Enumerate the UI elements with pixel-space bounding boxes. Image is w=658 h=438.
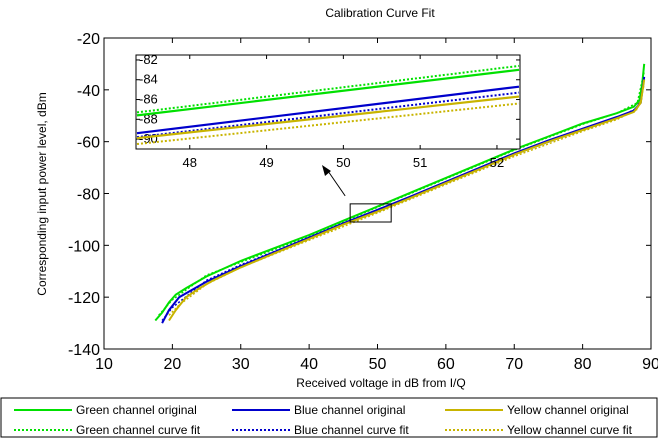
x-tick-label: 70 (505, 356, 523, 373)
legend-label: Yellow channel original (507, 403, 629, 417)
x-tick-label: 40 (300, 356, 318, 373)
y-tick-label: -20 (77, 31, 100, 48)
inset-y-tick-label: -86 (139, 92, 158, 107)
y-tick-label: -140 (68, 342, 100, 359)
inset-series-line (136, 85, 520, 135)
y-tick-label: -100 (68, 238, 100, 255)
x-tick-label: 20 (163, 356, 181, 373)
x-tick-label: 60 (437, 356, 455, 373)
x-tick-label: 10 (95, 356, 113, 373)
inset-x-tick-label: 52 (490, 155, 504, 170)
x-axis-label: Received voltage in dB from I/Q (296, 376, 465, 390)
inset-series-line (136, 68, 520, 117)
y-tick-label: -120 (68, 290, 100, 307)
legend-label: Yellow channel curve fit (507, 423, 633, 437)
inset-series-line (136, 95, 520, 140)
legend-label: Green channel original (76, 403, 197, 417)
legend-label: Blue channel curve fit (294, 423, 409, 437)
zoom-arrow-head (322, 165, 331, 176)
y-tick-label: -80 (77, 187, 100, 204)
y-axis-label: Corresponding input power level, dBm (35, 92, 49, 295)
x-tick-label: 50 (369, 356, 387, 373)
x-tick-label: 80 (574, 356, 592, 373)
zoom-arrow-line (327, 170, 346, 197)
y-tick-label: -40 (77, 83, 100, 100)
series-line-blue-channel-original (161, 76, 646, 324)
inset-series-line (136, 102, 520, 146)
inset-x-tick-label: 51 (413, 155, 427, 170)
inset-x-tick-label: 50 (336, 155, 350, 170)
inset-y-tick-label: -84 (139, 72, 158, 87)
series-line-yellow-channel-original (168, 79, 646, 322)
legend-box (0, 397, 658, 438)
chart-title: Calibration Curve Fit (325, 6, 435, 20)
inset-x-tick-label: 48 (183, 155, 197, 170)
y-tick-label: -60 (77, 135, 100, 152)
inset-y-tick-label: -82 (139, 52, 158, 67)
inset-plot-area (135, 54, 521, 150)
legend-label: Green channel curve fit (76, 423, 201, 437)
zoom-region-box (349, 203, 392, 223)
series-line-green-channel-original (154, 63, 646, 322)
inset-series-line (136, 91, 520, 139)
legend-label: Blue channel original (294, 403, 405, 417)
x-tick-label: 30 (232, 356, 250, 373)
inset-x-tick-label: 49 (259, 155, 273, 170)
x-tick-label: 90 (642, 356, 658, 373)
inset-series-line (136, 64, 520, 114)
